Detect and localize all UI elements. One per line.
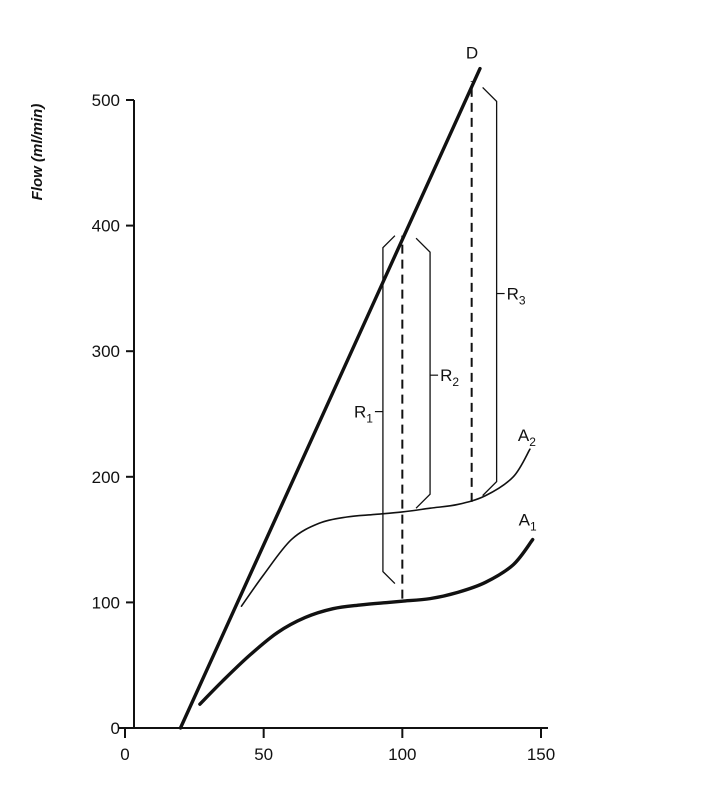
bracket-r3 <box>482 86 498 497</box>
x-tick-label: 100 <box>388 745 416 764</box>
series-line-d <box>178 66 482 730</box>
x-tick-label: 150 <box>527 745 555 764</box>
x-tick-label: 50 <box>254 745 273 764</box>
axes <box>118 100 548 729</box>
bracket-r1 <box>382 235 396 585</box>
series-line-a1 <box>198 537 535 706</box>
y-axis-title: Flow (ml/min) <box>29 104 46 201</box>
bracket-label-r2: R2 <box>440 366 459 389</box>
y-tick-label: 400 <box>92 217 120 236</box>
x-tick-label: 0 <box>120 745 129 764</box>
series-label-d: D <box>466 44 478 63</box>
annotations: D A2 A1 R1 R2 R3 <box>354 44 537 599</box>
y-tick-label: 0 <box>111 719 120 738</box>
y-tick-label: 300 <box>92 342 120 361</box>
series-label-a1: A1 <box>519 511 537 534</box>
y-tick-label: 100 <box>92 593 120 612</box>
bracket-label-r3: R3 <box>507 285 526 308</box>
bracket-r2 <box>415 237 431 509</box>
series-line-a2 <box>240 448 531 607</box>
y-tick-label: 200 <box>92 468 120 487</box>
series-label-a2: A2 <box>518 426 536 449</box>
ticks: 0 100 200 300 400 500 0 50 100 150 <box>92 91 556 764</box>
series <box>178 66 535 730</box>
y-tick-label: 500 <box>92 91 120 110</box>
bracket-label-r1: R1 <box>354 403 373 426</box>
